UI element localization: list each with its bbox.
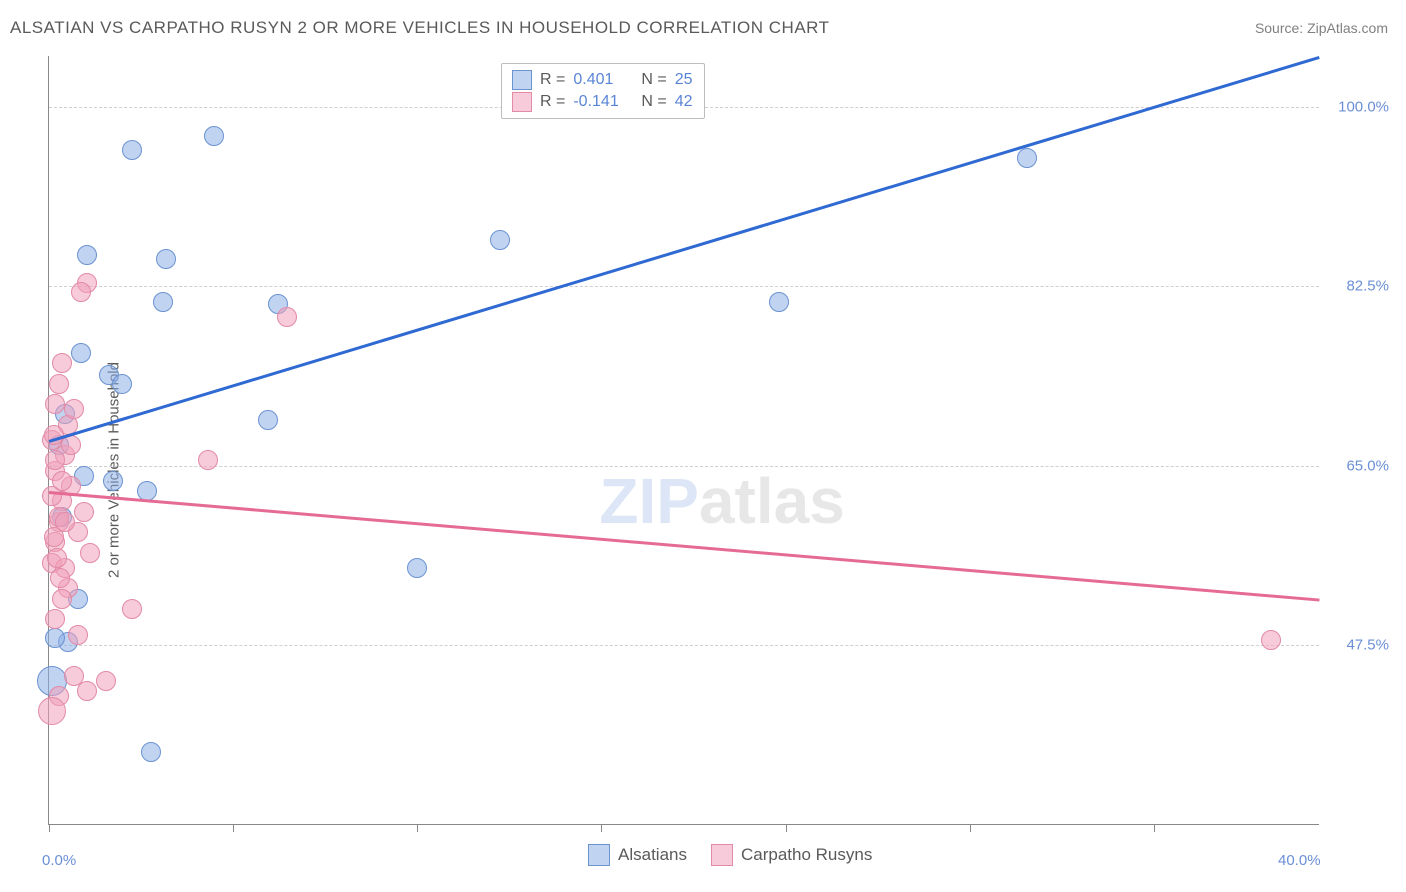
- legend-r-label: R =: [540, 91, 565, 113]
- scatter-point: [55, 512, 75, 532]
- scatter-point: [71, 343, 91, 363]
- legend-swatch: [711, 844, 733, 866]
- x-tick: [49, 824, 50, 832]
- scatter-point: [490, 230, 510, 250]
- x-tick: [1154, 824, 1155, 832]
- scatter-point: [71, 282, 91, 302]
- scatter-point: [52, 471, 72, 491]
- scatter-point: [277, 307, 297, 327]
- scatter-point: [38, 697, 66, 725]
- scatter-point: [44, 425, 64, 445]
- legend-n-label: N =: [641, 91, 666, 113]
- y-tick-label: 100.0%: [1329, 99, 1389, 116]
- scatter-point: [769, 292, 789, 312]
- scatter-point: [45, 394, 65, 414]
- series-name: Carpatho Rusyns: [741, 845, 872, 865]
- scatter-point: [103, 471, 123, 491]
- scatter-point: [1017, 148, 1037, 168]
- scatter-point: [50, 568, 70, 588]
- scatter-point: [1261, 630, 1281, 650]
- series-legend-item: Carpatho Rusyns: [711, 844, 872, 866]
- scatter-point: [45, 609, 65, 629]
- y-tick-label: 47.5%: [1329, 636, 1389, 653]
- legend-r-value: 0.401: [573, 69, 633, 91]
- legend-n-value: 25: [675, 69, 693, 91]
- chart-title: ALSATIAN VS CARPATHO RUSYN 2 OR MORE VEH…: [10, 18, 830, 38]
- x-tick: [970, 824, 971, 832]
- legend-r-label: R =: [540, 69, 565, 91]
- legend-swatch: [588, 844, 610, 866]
- scatter-point: [49, 374, 69, 394]
- chart-area: 2 or more Vehicles in Household 47.5%65.…: [0, 48, 1406, 892]
- scatter-point: [64, 399, 84, 419]
- legend-swatch: [512, 92, 532, 112]
- series-name: Alsatians: [618, 845, 687, 865]
- source-attribution: Source: ZipAtlas.com: [1255, 20, 1388, 36]
- scatter-point: [141, 742, 161, 762]
- legend-n-label: N =: [641, 69, 666, 91]
- scatter-point: [61, 435, 81, 455]
- watermark: ZIPatlas: [599, 464, 844, 538]
- scatter-point: [45, 628, 65, 648]
- gridline: [49, 286, 1319, 287]
- legend-swatch: [512, 70, 532, 90]
- x-tick: [233, 824, 234, 832]
- correlation-legend-row: R = 0.401 N = 25: [512, 69, 692, 91]
- scatter-point: [77, 245, 97, 265]
- scatter-point: [204, 126, 224, 146]
- scatter-point: [156, 249, 176, 269]
- plot-region: 47.5%65.0%82.5%100.0%ZIPatlasR = 0.401N …: [48, 56, 1319, 825]
- scatter-point: [52, 353, 72, 373]
- scatter-point: [112, 374, 132, 394]
- source-prefix: Source:: [1255, 20, 1307, 36]
- series-legend: Alsatians Carpatho Rusyns: [588, 844, 872, 866]
- legend-r-value: -0.141: [573, 91, 633, 113]
- scatter-point: [96, 671, 116, 691]
- scatter-point: [52, 589, 72, 609]
- legend-n-value: 42: [675, 91, 693, 113]
- scatter-point: [407, 558, 427, 578]
- gridline: [49, 645, 1319, 646]
- x-tick: [601, 824, 602, 832]
- scatter-point: [47, 548, 67, 568]
- scatter-point: [74, 502, 94, 522]
- scatter-point: [122, 140, 142, 160]
- x-axis-limit-label: 40.0%: [1278, 852, 1321, 869]
- trend-line: [49, 491, 1319, 601]
- scatter-point: [77, 681, 97, 701]
- series-legend-item: Alsatians: [588, 844, 687, 866]
- source-name: ZipAtlas.com: [1307, 20, 1388, 36]
- x-tick: [786, 824, 787, 832]
- correlation-legend: R = 0.401 N = 25 R = -0.141 N = 42: [501, 63, 705, 119]
- scatter-point: [80, 543, 100, 563]
- scatter-point: [153, 292, 173, 312]
- scatter-point: [198, 450, 218, 470]
- x-tick: [417, 824, 418, 832]
- correlation-legend-row: R = -0.141 N = 42: [512, 91, 692, 113]
- gridline: [49, 466, 1319, 467]
- y-tick-label: 82.5%: [1329, 278, 1389, 295]
- scatter-point: [45, 450, 65, 470]
- y-tick-label: 65.0%: [1329, 457, 1389, 474]
- scatter-point: [68, 625, 88, 645]
- x-axis-limit-label: 0.0%: [42, 852, 76, 869]
- scatter-point: [258, 410, 278, 430]
- scatter-point: [122, 599, 142, 619]
